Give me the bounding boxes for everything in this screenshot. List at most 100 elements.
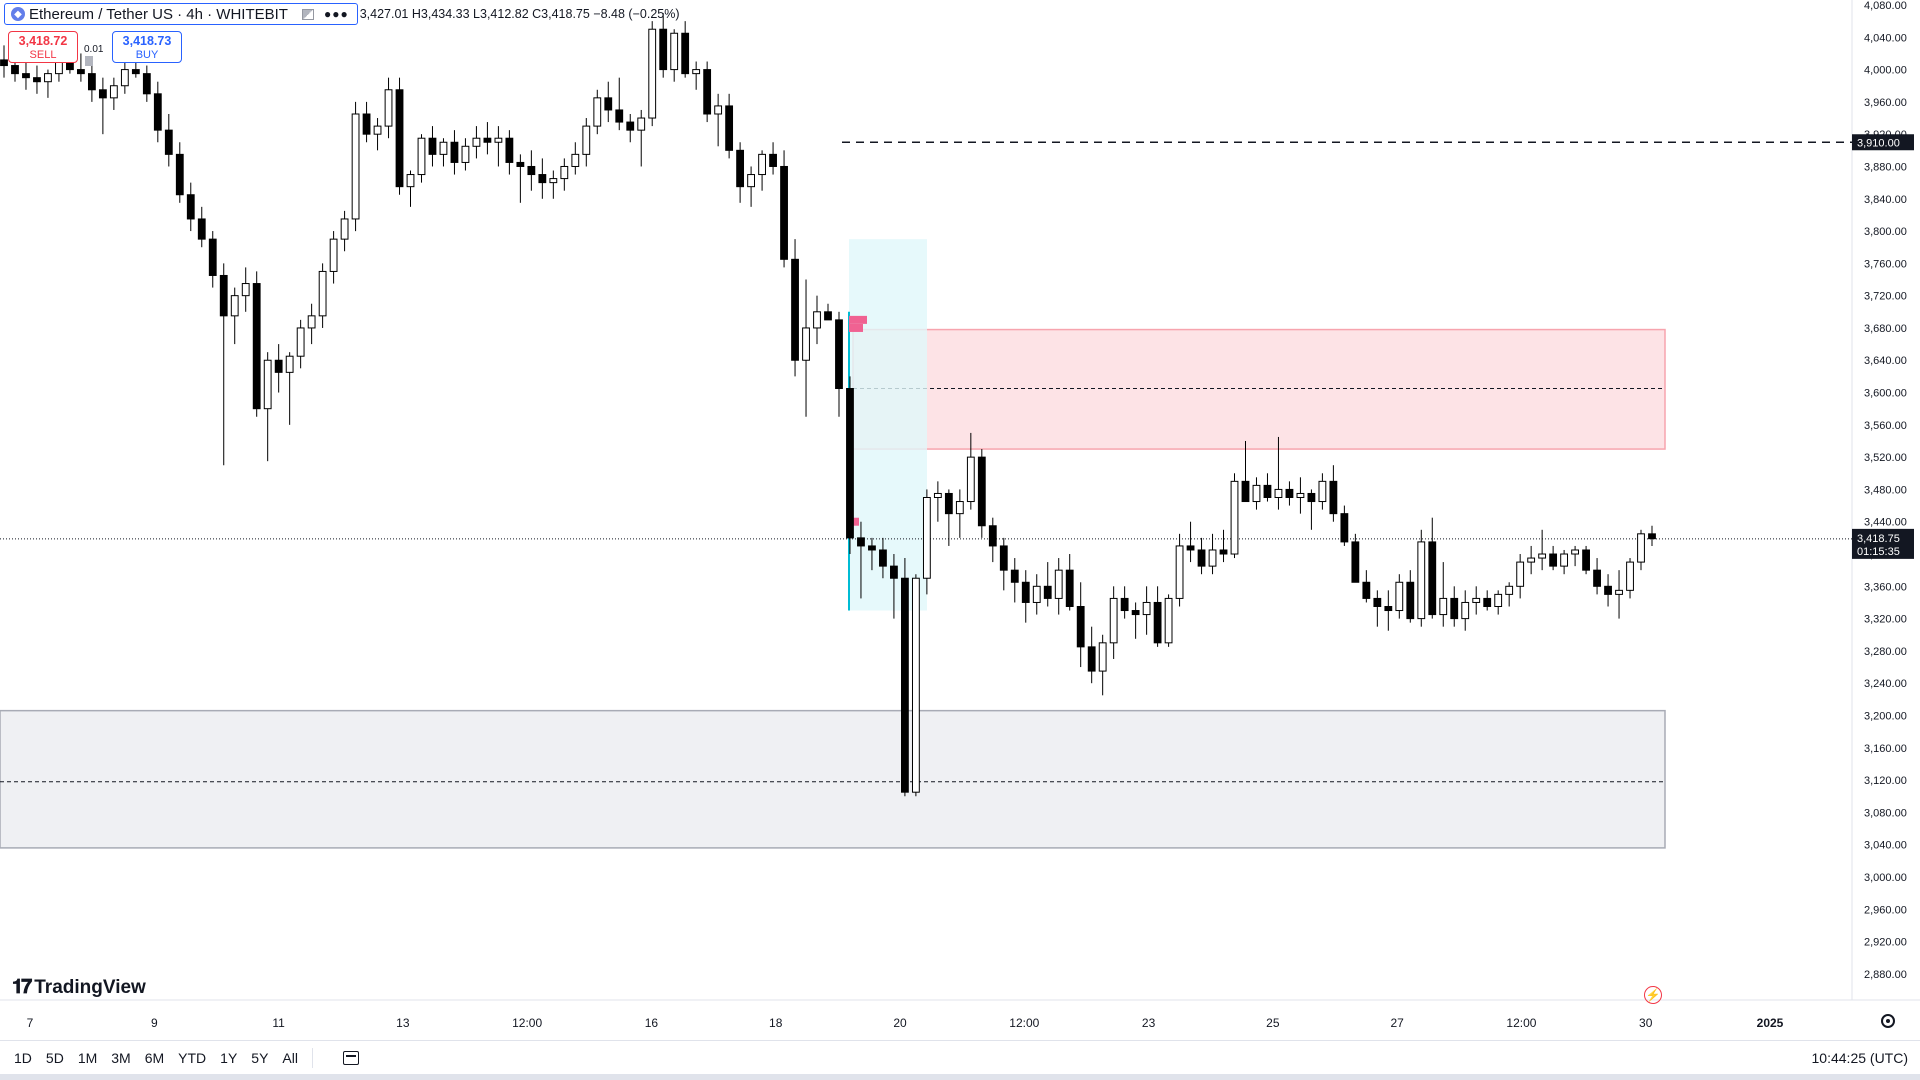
candle[interactable] [1087,646,1096,672]
candle[interactable] [1439,597,1448,616]
candle[interactable] [98,89,107,99]
candle[interactable] [911,577,920,793]
candle[interactable] [1505,585,1514,595]
candle[interactable] [933,492,942,498]
candle[interactable] [527,165,536,176]
candle[interactable] [648,28,657,119]
candle[interactable] [1450,597,1459,620]
candle[interactable] [1208,549,1217,567]
candle[interactable] [747,174,755,188]
candle[interactable] [1362,581,1371,599]
candle[interactable] [1065,569,1074,607]
candle[interactable] [758,153,766,176]
symbol-box[interactable]: ◆ Ethereum / Tether US · 4h · WHITEBIT ●… [4,3,358,25]
candle[interactable] [944,492,953,515]
candle[interactable] [901,577,909,793]
candle[interactable] [208,238,217,276]
range-ytd[interactable]: YTD [178,1050,207,1066]
calendar-icon[interactable] [342,1051,359,1065]
candle[interactable] [33,77,41,83]
candle[interactable] [1582,549,1590,571]
candle[interactable] [1043,585,1052,599]
price-axis[interactable] [1852,0,1920,1040]
candle[interactable] [164,129,173,155]
candle[interactable] [417,137,426,176]
candle[interactable] [263,359,272,410]
candle[interactable] [1461,601,1470,620]
candle[interactable] [241,283,250,297]
candle[interactable] [1054,569,1063,599]
candle[interactable] [560,165,569,180]
tradingview-logo[interactable]: 𝟏𝟕 TradingView [12,976,146,999]
candle[interactable] [1626,561,1634,591]
candle[interactable] [1615,589,1623,595]
candle[interactable] [1120,597,1129,612]
candle[interactable] [977,456,986,527]
candle[interactable] [11,65,19,75]
candle[interactable] [1351,541,1360,583]
candle[interactable] [329,238,338,272]
candle[interactable] [1406,581,1415,620]
more-dots-icon[interactable]: ●●● [323,7,349,21]
candle[interactable] [186,194,195,220]
utc-clock[interactable]: 10:44:25 (UTC) [1811,1050,1908,1066]
candle[interactable] [955,501,964,515]
candle[interactable] [1274,488,1283,499]
settings-gear-icon[interactable] [1881,1014,1895,1028]
candle[interactable] [1263,484,1272,498]
candle[interactable] [142,73,151,95]
candle[interactable] [1527,557,1536,563]
range-all[interactable]: All [282,1050,298,1066]
candle[interactable] [1417,541,1426,620]
candle[interactable] [1021,581,1030,603]
candle[interactable] [582,125,591,155]
candle[interactable] [307,315,316,329]
candle[interactable] [406,174,415,188]
candle[interactable] [1197,549,1206,567]
price-chart[interactable]: 4,080.004,040.004,000.003,960.003,920.00… [0,0,1920,1040]
candle[interactable] [791,258,799,361]
candle[interactable] [593,97,602,127]
candle[interactable] [538,174,547,184]
candle[interactable] [120,69,129,87]
candle[interactable] [714,105,723,115]
candle[interactable] [549,178,558,184]
candle[interactable] [0,59,8,67]
candle[interactable] [725,105,734,151]
candle[interactable] [1648,533,1656,540]
candle[interactable] [1252,484,1261,503]
candle[interactable] [604,97,613,111]
candle[interactable] [461,145,470,163]
candle[interactable] [659,28,668,71]
candle[interactable] [1142,601,1151,616]
candle[interactable] [626,121,635,131]
candle[interactable] [1109,597,1118,644]
buy-button[interactable]: 3,418.73 BUY [112,31,182,63]
candle[interactable] [109,85,118,99]
candle[interactable] [274,359,283,373]
candle[interactable] [1384,605,1393,612]
candle[interactable] [637,117,646,131]
range-3m[interactable]: 3M [111,1050,131,1066]
candle[interactable] [131,69,140,75]
candle[interactable] [824,311,832,321]
candle[interactable] [285,355,294,373]
candle[interactable] [879,549,887,567]
candle[interactable] [1472,597,1481,603]
candle[interactable] [373,125,382,135]
candle[interactable] [1241,480,1250,503]
candle[interactable] [1153,601,1162,644]
candle[interactable] [1032,585,1041,603]
range-5d[interactable]: 5D [45,1050,64,1066]
range-1d[interactable]: 1D [14,1050,32,1066]
candle[interactable] [1219,549,1228,555]
candle[interactable] [1494,593,1503,607]
candle[interactable] [55,61,63,75]
candle[interactable] [77,69,85,75]
range-6m[interactable]: 6M [144,1050,165,1066]
candle[interactable] [835,319,843,390]
candle[interactable] [1340,513,1349,543]
candle[interactable] [857,537,865,547]
candle[interactable] [692,69,701,75]
candle[interactable] [1516,561,1525,587]
